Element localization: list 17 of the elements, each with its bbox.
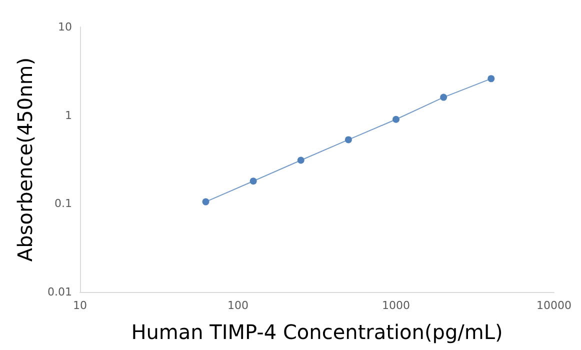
x-axis-title: Human TIMP-4 Concentration(pg/mL)	[131, 320, 503, 344]
point	[440, 94, 448, 101]
point	[202, 198, 210, 206]
x-tick-label: 10	[73, 299, 87, 312]
point	[344, 136, 352, 144]
point	[488, 75, 495, 82]
x-tick-label: 100	[228, 299, 248, 312]
point	[250, 178, 257, 185]
point	[392, 116, 400, 123]
point	[297, 156, 304, 164]
x-tick-label: 1000	[382, 299, 410, 312]
y-tick-label: 0.01	[48, 286, 72, 298]
y-tick-label: 0.1	[54, 197, 72, 210]
y-axis-title: Absorbence(450nm)	[13, 57, 37, 262]
y-tick-label: 1	[65, 108, 72, 122]
x-tick-label: 10000	[536, 299, 572, 312]
y-tick-label: 10	[58, 20, 72, 34]
